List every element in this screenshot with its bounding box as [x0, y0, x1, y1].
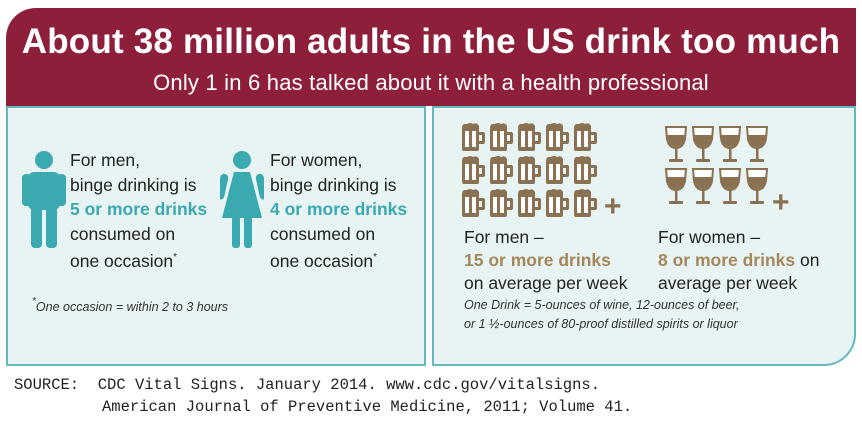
binge-drinking-panel: For men, binge drinking is 5 or more dri…: [6, 106, 426, 366]
women-weekly-text: For women – 8 or more drinks on average …: [658, 227, 820, 293]
women-weekly-amount: 8 or more drinks: [658, 250, 796, 270]
men-weekly-text: For men – 15 or more drinks on average p…: [464, 227, 628, 293]
beer-mug-icon: [462, 123, 485, 151]
beer-mug-icon: [490, 156, 513, 184]
beer-mug-icon: [490, 189, 513, 217]
women-binge-amount: 4 or more drinks: [270, 199, 408, 219]
drink-definition: One Drink = 5-ounces of wine, 12-ounces …: [464, 298, 740, 331]
women-binge-text: For women, binge drinking is 4 or more d…: [270, 150, 408, 271]
beer-mug-icon: [518, 123, 541, 151]
man-icon: [22, 151, 66, 248]
woman-icon: [220, 151, 264, 248]
beer-mug-icon: [574, 123, 597, 151]
beer-mug-icon: [518, 156, 541, 184]
page-subtitle: Only 1 in 6 has talked about it with a h…: [153, 70, 709, 95]
beer-mug-icon: [574, 189, 597, 217]
wine-glass-icon: [745, 168, 769, 204]
beer-mug-icon: [518, 189, 541, 217]
weekly-drinking-panel: + + For men – 15 or more drinks on avera…: [432, 106, 856, 366]
beer-mug-icon: [546, 156, 569, 184]
beer-mug-icon: [546, 189, 569, 217]
beer-mug-icon: [490, 123, 513, 151]
beer-mug-icon: [462, 156, 485, 184]
source-line-2: American Journal of Preventive Medicine,…: [102, 398, 633, 416]
men-binge-text: For men, binge drinking is 5 or more dri…: [70, 150, 208, 271]
wine-glass-icon: [691, 168, 715, 204]
men-plus-icon: +: [604, 190, 622, 223]
wine-glass-icon: [664, 168, 688, 204]
beer-mug-icon: [546, 123, 569, 151]
header-banner: About 38 million adults in the US drink …: [6, 8, 856, 106]
women-plus-icon: +: [772, 186, 790, 219]
beer-mug-icon: [462, 189, 485, 217]
page-title: About 38 million adults in the US drink …: [21, 22, 841, 61]
men-weekly-amount: 15 or more drinks: [464, 250, 611, 270]
wine-glass-icon: [718, 126, 742, 162]
source-line-1: SOURCE: CDC Vital Signs. January 2014. w…: [14, 376, 601, 394]
wine-glass-icon: [664, 126, 688, 162]
wine-glass-icon: [691, 126, 715, 162]
occasion-footnote: *One occasion = within 2 to 3 hours: [32, 296, 229, 314]
men-binge-amount: 5 or more drinks: [70, 199, 208, 219]
wine-glass-icon: [745, 126, 769, 162]
beer-mug-icon: [574, 156, 597, 184]
wine-glass-icon: [718, 168, 742, 204]
